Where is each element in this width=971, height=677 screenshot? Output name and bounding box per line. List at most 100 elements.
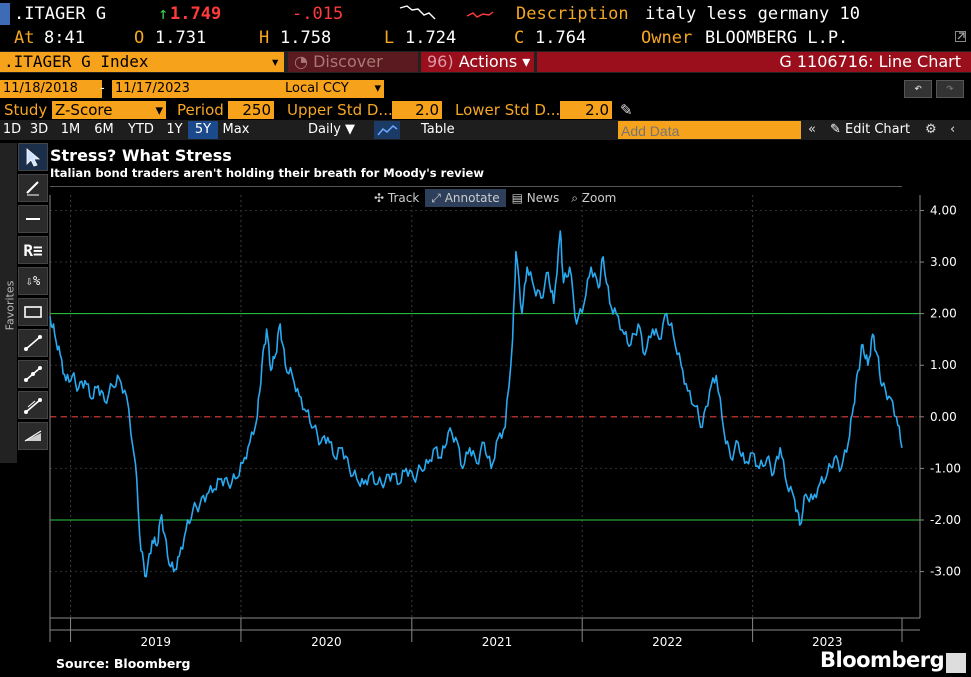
upper-std-value: 2.0	[415, 101, 439, 119]
net-change: -.015	[292, 4, 344, 24]
x-tick-label-2023: 2023	[812, 635, 843, 649]
at-value: 8:41	[44, 28, 85, 48]
period-value: 250	[242, 101, 271, 119]
zoom-label: Zoom	[581, 191, 617, 205]
actions-number: 96)	[427, 52, 454, 71]
high-value: 1.758	[280, 28, 332, 48]
open-value: 1.731	[155, 28, 207, 48]
range-button-1m[interactable]: 1M	[60, 122, 81, 137]
chart-id-bar: G 1106716: Line Chart	[537, 52, 971, 72]
lower-std-input[interactable]: 2.0	[560, 101, 612, 119]
actions-button[interactable]: 96) Actions ▾	[421, 52, 534, 72]
trendline-tool[interactable]	[18, 329, 48, 357]
pointer-tool[interactable]	[18, 143, 48, 171]
range-buttons: 1D 3D 1M 6M YTD 1Y 5Y Max	[0, 121, 254, 139]
quote-header-row-1: .ITAGER G ↑ 1.749 -.015 Description ital…	[0, 3, 971, 25]
chevron-down-icon: ▾	[155, 101, 163, 119]
multi-point-tool[interactable]	[18, 360, 48, 388]
table-tab[interactable]: Table	[421, 122, 455, 137]
y-tick-label-7: -3.00	[930, 565, 961, 579]
low-value: 1.724	[405, 28, 457, 48]
news-button[interactable]: ▤ News	[506, 189, 566, 207]
pencil-icon: ✎	[830, 122, 841, 137]
period-input[interactable]: 250	[228, 101, 274, 119]
range-button-1d[interactable]: 1D	[2, 122, 22, 137]
add-data-input[interactable]	[618, 121, 801, 140]
expand-icon[interactable]	[955, 31, 966, 42]
range-button-ytd[interactable]: YTD	[128, 122, 154, 137]
start-date-input[interactable]: 11/18/2018	[0, 80, 102, 98]
y-tick-label-1: 3.00	[930, 255, 957, 269]
date-separator: -	[100, 81, 105, 96]
series-line	[49, 230, 903, 578]
line-chart-icon	[377, 125, 398, 136]
bloomberg-logo: Bloomberg	[820, 648, 945, 672]
range-button-max[interactable]: Max	[222, 122, 250, 137]
add-data-field[interactable]	[618, 122, 801, 140]
currency-select[interactable]: Local CCY ▾	[282, 80, 384, 98]
text-annotation-icon: R≡	[23, 240, 43, 260]
x-tick-label-2021: 2021	[482, 635, 513, 649]
annotate-button[interactable]: ⤢ Annotate	[425, 189, 506, 207]
source-note: Source: Bloomberg	[56, 656, 191, 671]
frequency-value: Daily	[308, 122, 341, 137]
y-tick-label-4: 0.00	[930, 410, 957, 424]
discover-button[interactable]: ◔ Discover	[288, 52, 418, 72]
currency-value: Local CCY	[285, 81, 349, 96]
news-label: News	[526, 191, 560, 205]
trendline-icon	[24, 335, 42, 351]
security-marker	[0, 3, 10, 25]
fibonacci-tool[interactable]	[18, 422, 48, 450]
chevron-left-icon[interactable]: ‹	[950, 122, 956, 137]
redo-button[interactable]: ↷	[936, 80, 964, 98]
pen-tool[interactable]	[18, 174, 48, 202]
edit-chart-label: Edit Chart	[845, 122, 911, 137]
edit-chart-button[interactable]: ✎ Edit Chart	[830, 121, 910, 139]
range-button-5y[interactable]: 5Y	[188, 121, 218, 139]
chevron-down-icon: ▾	[374, 81, 381, 96]
upper-std-input[interactable]: 2.0	[392, 101, 442, 119]
range-button-3d[interactable]: 3D	[29, 122, 49, 137]
collapse-icon[interactable]: «	[808, 122, 816, 137]
annotate-icon: ⤢	[431, 191, 445, 205]
range-button-6m[interactable]: 6M	[94, 122, 114, 137]
open-label: O	[134, 28, 145, 48]
news-icon: ▤	[511, 191, 527, 205]
rectangle-icon	[24, 306, 42, 318]
frequency-select[interactable]: Daily ▼	[308, 121, 355, 139]
percent-change-icon: ⇩%	[25, 274, 41, 288]
zoom-button[interactable]: ⌕ Zoom	[565, 189, 622, 207]
study-select[interactable]: Z-Score ▾	[52, 101, 166, 119]
study-bar: Study Z-Score ▾ Period 250 Upper Std D..…	[0, 100, 971, 120]
end-date-input[interactable]: 11/17/2023	[112, 80, 288, 98]
crosshair-icon: ✣	[374, 191, 388, 205]
title-divider	[50, 186, 902, 187]
annotate-label: Annotate	[444, 191, 500, 205]
channel-tool[interactable]	[18, 391, 48, 419]
chart-title: Stress? What Stress	[50, 146, 232, 165]
pencil-icon[interactable]: ✎	[620, 101, 633, 119]
last-price: 1.749	[170, 4, 222, 24]
y-tick-label-2: 2.00	[930, 307, 957, 321]
horizontal-line-icon	[26, 218, 40, 220]
line-chart-button[interactable]	[374, 121, 400, 139]
settings-icon[interactable]: ⚙	[925, 122, 937, 137]
text-tool[interactable]: R≡	[18, 236, 48, 264]
chart-subtitle: Italian bond traders aren't holding thei…	[50, 166, 484, 180]
sparkline-red-icon	[465, 4, 495, 28]
quote-header-row-2: At 8:41 O 1.731 H 1.758 L 1.724 C 1.764 …	[0, 27, 971, 49]
description-value: italy less germany 10	[645, 4, 860, 24]
at-label: At	[14, 28, 35, 48]
percent-tool[interactable]: ⇩%	[18, 267, 48, 295]
rectangle-tool[interactable]	[18, 298, 48, 326]
cursor-icon	[26, 148, 41, 167]
x-tick-label-2019: 2019	[140, 635, 171, 649]
period-label: Period	[177, 101, 224, 119]
ticker-label[interactable]: .ITAGER G	[14, 4, 107, 24]
favorites-tab[interactable]: Favorites	[0, 143, 17, 463]
horizontal-line-tool[interactable]	[18, 205, 48, 233]
range-button-1y[interactable]: 1Y	[166, 122, 183, 137]
undo-button[interactable]: ↶	[904, 80, 932, 98]
security-index-field[interactable]: .ITAGER G Index ▾	[0, 52, 284, 72]
